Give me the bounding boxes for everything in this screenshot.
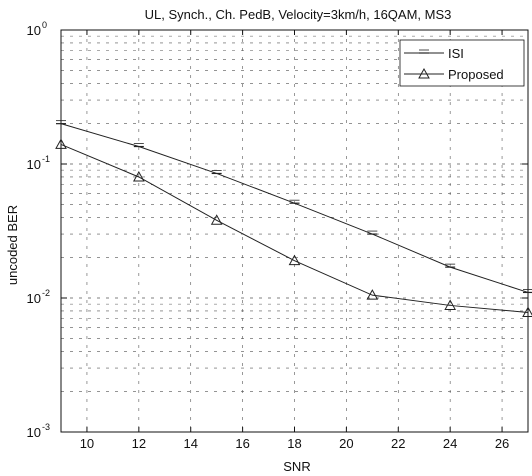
series-line-proposed: [60, 143, 529, 313]
x-tick-label: 20: [339, 436, 353, 451]
y-tick-exponent: 0: [42, 20, 47, 30]
y-tick-label: 10: [27, 425, 41, 440]
proposed-point: [444, 299, 457, 310]
legend-label-isi: ISI: [448, 46, 464, 61]
legend-label-proposed: Proposed: [448, 67, 504, 82]
x-tick-label: 12: [132, 436, 146, 451]
proposed-point: [522, 306, 532, 317]
proposed-point: [132, 170, 145, 182]
y-tick-label: 10: [27, 23, 41, 38]
x-tick-label: 26: [495, 436, 509, 451]
x-tick-label: 14: [183, 436, 197, 451]
chart-title: UL, Synch., Ch. PedB, Velocity=3km/h, 16…: [145, 7, 452, 22]
grid-lines: [61, 30, 528, 432]
x-axis-label: SNR: [283, 459, 310, 474]
x-tick-label: 22: [391, 436, 405, 451]
proposed-point: [288, 254, 301, 266]
y-tick-label: 10: [27, 157, 41, 172]
x-tick-label: 16: [235, 436, 249, 451]
x-axis-ticks: 10 12 14 16 18 20 22 24 26: [80, 30, 509, 451]
x-tick-label: 10: [80, 436, 94, 451]
y-axis-label: uncoded BER: [5, 205, 20, 285]
y-tick-label: 10: [27, 291, 41, 306]
legend-marker-proposed: [418, 67, 430, 79]
y-tick-exponent: -2: [42, 288, 50, 298]
x-tick-label: 18: [287, 436, 301, 451]
proposed-point: [210, 214, 223, 225]
legend: ISI Proposed: [399, 39, 525, 87]
x-tick-label: 24: [443, 436, 457, 451]
y-tick-exponent: -3: [42, 422, 50, 432]
proposed-point: [55, 138, 67, 149]
proposed-point: [366, 289, 379, 300]
y-tick-exponent: -1: [42, 154, 50, 164]
series-group: [55, 120, 532, 317]
